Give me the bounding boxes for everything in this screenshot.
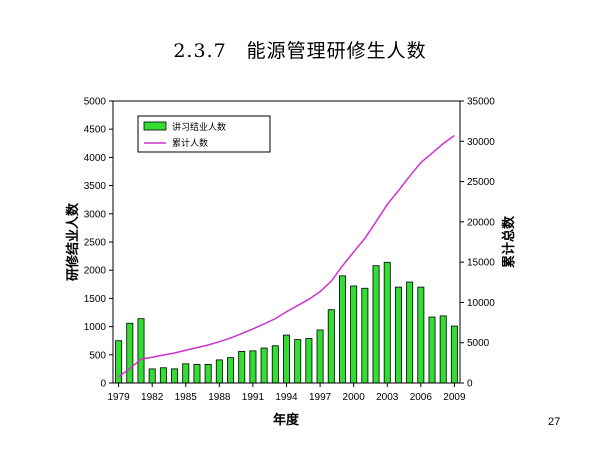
bar-1991 [249,350,257,384]
bar-2005 [406,281,414,384]
bar-2000 [350,285,358,384]
x-tick-label: 1997 [309,392,332,403]
bar-1983 [159,367,167,384]
bar-1981 [137,318,145,384]
bar-1990 [238,351,246,384]
y-tick-label: 0 [100,379,106,390]
y-tick-label: 1000 [84,322,107,333]
y-tick-label: 4000 [84,153,107,164]
y-tick-label: 4500 [84,125,107,136]
y-tick-label: 3500 [84,181,107,192]
y2-tick-label: 0 [467,379,473,390]
bar-2009 [450,325,458,384]
y-tick-label: 500 [89,350,106,361]
bar-2008 [439,315,447,384]
x-tick-label: 1982 [141,392,164,403]
bar-1996 [305,338,313,384]
x-tick-label: 1988 [208,392,231,403]
bar-2002 [372,265,380,384]
bar-2004 [394,286,402,384]
y-tick-label: 2500 [84,238,107,249]
bar-2007 [428,316,436,384]
page-number: 27 [548,416,561,428]
bar-1999 [338,275,346,384]
x-tick-label: 2003 [376,392,399,403]
bar-1982 [148,368,156,384]
bar-1994 [283,334,290,384]
legend-line-label: 累计人数 [172,137,208,148]
bar-2006 [417,286,425,384]
y2-tick-label: 20000 [467,217,495,228]
bar-1997 [316,329,324,384]
x-tick-label: 2009 [443,392,466,403]
y2-tick-label: 30000 [467,137,495,148]
bar-1987 [204,363,212,384]
x-tick-label: 1994 [275,392,298,403]
bar-1986 [193,363,201,384]
y2-tick-label: 5000 [467,338,490,349]
y-tick-label: 5000 [84,97,107,108]
bar-1995 [294,339,302,384]
x-tick-label: 1979 [107,392,130,403]
y-tick-label: 3000 [84,209,107,220]
bar-2001 [361,287,369,384]
cumulative-line [118,134,455,378]
x-tick-label: 2000 [343,392,366,403]
x-axis-label: 年度 [273,412,300,427]
y2-tick-label: 35000 [467,97,495,108]
bar-2003 [383,261,391,384]
slide-title: 2.3.7 能源管理研修生人数 [173,40,427,62]
y2-axis-label: 累计总数 [501,215,516,268]
bar-1993 [271,345,279,384]
x-tick-label: 2006 [410,392,433,403]
bar-1988 [215,359,223,384]
bar-1992 [260,347,268,384]
y-tick-label: 1500 [84,294,107,305]
legend-bar-swatch [143,121,167,131]
y-axis-label: 研修结业人数 [65,202,80,281]
bar-1980 [126,322,134,384]
x-tick-label: 1985 [175,392,198,403]
y2-tick-label: 10000 [467,298,495,309]
bar-1984 [171,368,179,384]
y-tick-label: 2000 [84,266,107,277]
legend: 讲习结业人数 累计人数 [137,115,271,153]
x-tick-label: 1991 [242,392,265,403]
y2-tick-label: 25000 [467,177,495,188]
legend-bar-label: 讲习结业人数 [172,121,226,132]
bar-1985 [182,363,190,384]
bar-1989 [227,357,235,384]
y2-tick-label: 15000 [467,258,495,269]
bar-1998 [327,309,335,384]
